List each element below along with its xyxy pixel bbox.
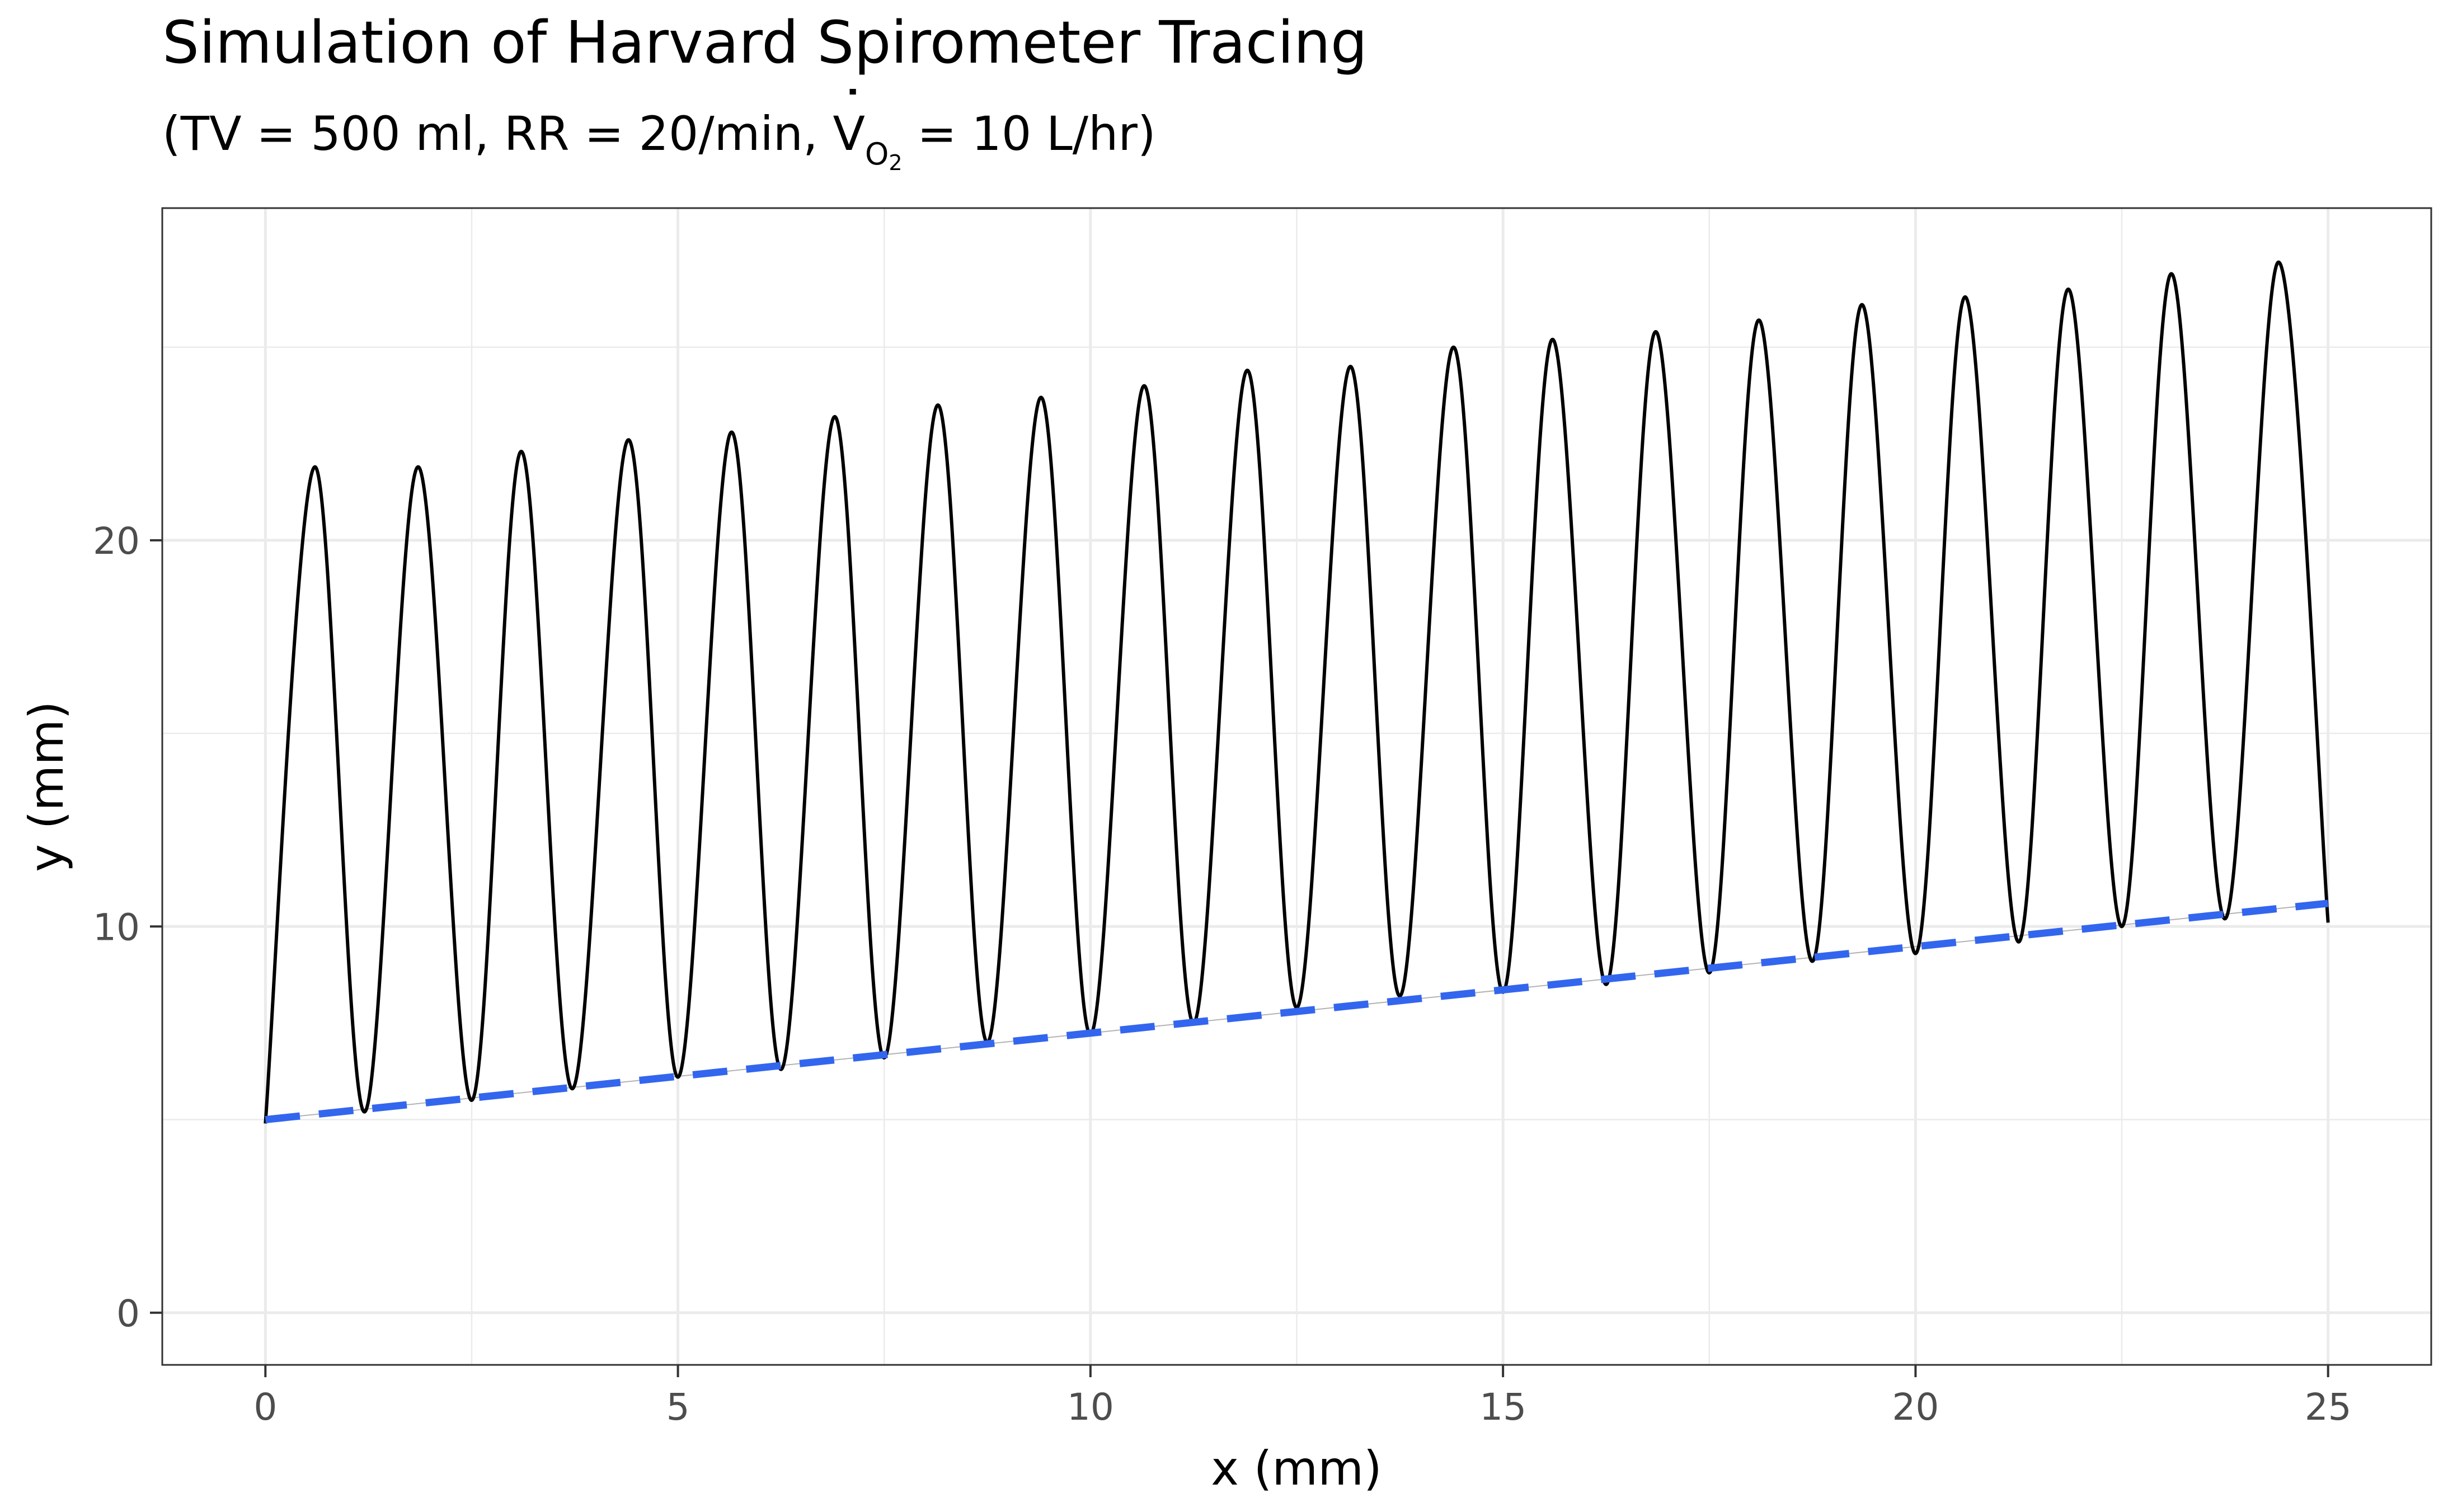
vdot-mark: ˙ <box>841 82 864 136</box>
subtitle-sub-2: 2 <box>889 150 902 175</box>
series-baseline-line <box>265 899 2329 1124</box>
x-axis: 0 5 10 15 20 25 <box>253 1365 2352 1429</box>
subtitle-vdot: V <box>833 106 864 161</box>
series-trace-line <box>264 260 2330 1124</box>
x-tick-label: 0 <box>253 1386 277 1429</box>
x-tick-label: 20 <box>1892 1386 1939 1429</box>
chart-title: Simulation of Harvard Spirometer Tracing <box>162 8 1368 77</box>
x-tick-label: 25 <box>2305 1386 2352 1429</box>
x-tick-label: 10 <box>1067 1386 1114 1429</box>
y-tick-label: 0 <box>116 1292 140 1335</box>
grid-minor <box>162 208 2431 1365</box>
x-tick-label: 5 <box>666 1386 690 1429</box>
x-axis-label: x (mm) <box>1211 1441 1382 1496</box>
y-tick-label: 10 <box>93 906 140 949</box>
subtitle-suffix: = 10 L/hr) <box>903 106 1156 161</box>
plot-lines <box>264 260 2330 1124</box>
subtitle-prefix: (TV = 500 ml, RR = 20/min, <box>162 106 833 161</box>
grid-major <box>162 208 2431 1365</box>
chart-subtitle: (TV = 500 ml, RR = 20/min, VO2 = 10 L/hr… <box>162 106 1156 175</box>
y-tick-label: 20 <box>93 520 140 563</box>
y-axis-label: y (mm) <box>19 701 74 872</box>
y-axis: 0 10 20 <box>93 520 162 1335</box>
x-tick-label: 15 <box>1479 1386 1526 1429</box>
panel-border <box>161 207 2432 1366</box>
subtitle-sub-o: O <box>865 136 889 172</box>
